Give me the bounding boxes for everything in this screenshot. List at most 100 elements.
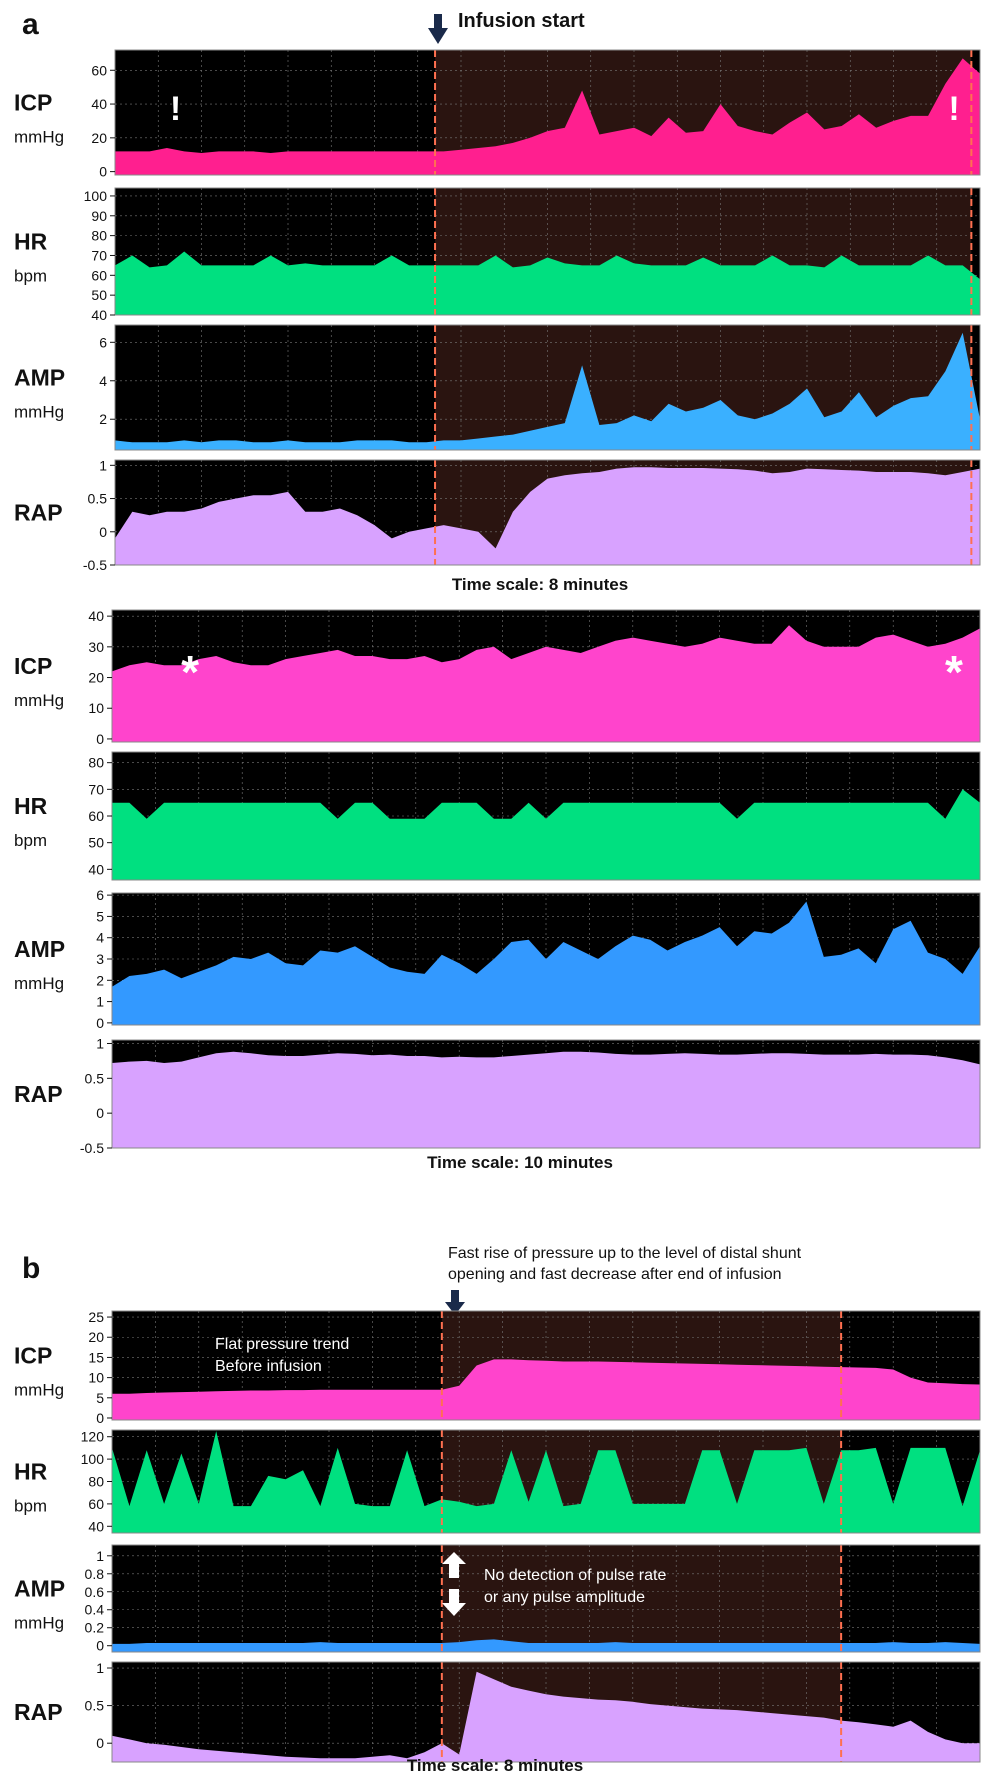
y-tick-label: 5 (96, 908, 104, 924)
y-tick-label: 0 (96, 1410, 104, 1426)
plot-frame (111, 1310, 981, 1421)
y-tick-label: 25 (88, 1309, 104, 1325)
y-tick-label: 10 (88, 700, 104, 716)
y-tick-label: 40 (88, 608, 104, 624)
y-tick-label: 0 (96, 1638, 104, 1654)
series-area-rap (112, 1051, 980, 1148)
unit-label-amp: mmHg (14, 403, 64, 422)
y-tick-label: 90 (91, 208, 107, 224)
y-tick-label: 80 (88, 1474, 104, 1490)
series-area-amp (115, 332, 980, 450)
annotation-text: No detection of pulse rate (484, 1567, 666, 1584)
y-tick-label: 1 (96, 1035, 104, 1051)
unit-label-amp: mmHg (14, 1614, 64, 1633)
series-area-amp (112, 901, 980, 1025)
plot-frame (114, 459, 981, 566)
y-tick-label: -0.5 (80, 1140, 104, 1156)
infusion-start-label: Infusion start (458, 10, 585, 32)
y-tick-label: 6 (99, 334, 107, 350)
param-label-hr: HR (14, 229, 48, 255)
panel-a-bottom-amp: 0 1 2 3 4 5 6 AMP mmHg (14, 887, 981, 1031)
y-tick-label: 0 (99, 524, 107, 540)
y-tick-label: 20 (88, 670, 104, 686)
y-tick-label: 2 (99, 411, 107, 427)
down-arrow-stem (449, 1589, 459, 1603)
up-arrow-stem (449, 1564, 459, 1578)
param-label-icp: ICP (14, 1343, 52, 1369)
y-tick-label: 70 (88, 781, 104, 797)
y-tick-label: 0.4 (85, 1602, 105, 1618)
y-tick-label: 50 (88, 835, 104, 851)
unit-label-icp: mmHg (14, 128, 64, 147)
annotation-text: Before infusion (215, 1358, 322, 1375)
no-detection-arrows (442, 1552, 466, 1616)
plot-frame (114, 187, 981, 316)
infusion-region (441, 1545, 842, 1652)
panel-b-amp: 0 0.2 0.4 0.6 0.8 1 AMP mmHg No detection of pul… (14, 1544, 981, 1654)
annotation-text: or any pulse amplitude (484, 1589, 645, 1606)
panel-a-top-icp: 0 20 40 60 ICP mmHg!! (14, 49, 981, 180)
asterisk-mark: * (945, 646, 963, 698)
panel-b-label: b (22, 1252, 40, 1285)
time-scale-label: Time scale: 8 minutes (407, 1756, 583, 1775)
series-area-icp (115, 58, 980, 175)
unit-label-amp: mmHg (14, 974, 64, 993)
y-tick-label: 100 (84, 188, 108, 204)
series-area-amp (112, 1639, 980, 1652)
series-area-rap (115, 467, 980, 565)
y-tick-label: 0 (96, 731, 104, 747)
y-tick-label: 0 (99, 164, 107, 180)
y-tick-label: 40 (91, 96, 107, 112)
series-area-rap (112, 1671, 980, 1762)
y-tick-label: 4 (96, 930, 104, 946)
panel-b-rap: 0 0.5 1 RAP (14, 1660, 981, 1763)
series-area-hr (115, 251, 980, 315)
y-tick-label: 60 (91, 267, 107, 283)
asterisk-mark: * (181, 646, 199, 698)
panel-a-top-hr: 40 50 60 70 80 90 100 HR bpm (14, 187, 981, 323)
y-tick-label: 120 (81, 1429, 105, 1445)
unit-label-hr: bpm (14, 1497, 47, 1516)
infusion-arrow-a (428, 14, 448, 44)
param-label-hr: HR (14, 793, 48, 819)
y-tick-label: 0 (96, 1735, 104, 1751)
param-label-rap: RAP (14, 1081, 63, 1107)
y-tick-label: 0.5 (85, 1698, 105, 1714)
y-tick-label: 2 (96, 972, 104, 988)
panel-a-bottom-rap: -0.5 0 0.5 1 RAP (14, 1035, 981, 1156)
series-area-hr (112, 789, 980, 880)
y-tick-label: 6 (96, 887, 104, 903)
y-tick-label: 1 (96, 1548, 104, 1564)
y-tick-label: -0.5 (83, 557, 107, 573)
y-tick-label: 100 (81, 1451, 105, 1467)
y-tick-label: 0.6 (85, 1584, 105, 1600)
unit-label-hr: bpm (14, 831, 47, 850)
series-area-hr (112, 1431, 980, 1533)
exclamation-mark: ! (170, 90, 181, 128)
y-tick-label: 3 (96, 951, 104, 967)
unit-label-hr: bpm (14, 267, 47, 286)
y-tick-label: 20 (88, 1329, 104, 1345)
y-tick-label: 0.5 (88, 491, 108, 507)
time-scale-label: Time scale: 10 minutes (427, 1153, 613, 1172)
param-label-icp: ICP (14, 90, 52, 116)
annotation-b-line-2: opening and fast decrease after end of i… (448, 1266, 782, 1283)
down-arrow (442, 1603, 466, 1616)
plot-frame (111, 1544, 981, 1653)
y-tick-label: 1 (96, 994, 104, 1010)
y-tick-label: 20 (91, 130, 107, 146)
y-tick-label: 30 (88, 639, 104, 655)
annotation-b-arrow (445, 1290, 465, 1315)
param-label-amp: AMP (14, 936, 65, 962)
param-label-amp: AMP (14, 365, 65, 391)
y-tick-label: 40 (88, 861, 104, 877)
exclamation-mark: ! (948, 90, 959, 128)
y-tick-label: 0 (96, 1015, 104, 1031)
param-label-icp: ICP (14, 653, 52, 679)
unit-label-icp: mmHg (14, 691, 64, 710)
y-tick-label: 60 (88, 808, 104, 824)
panel-b-hr: 40 60 80 100 120 HR bpm (14, 1429, 981, 1534)
plot-frame (111, 1661, 981, 1763)
